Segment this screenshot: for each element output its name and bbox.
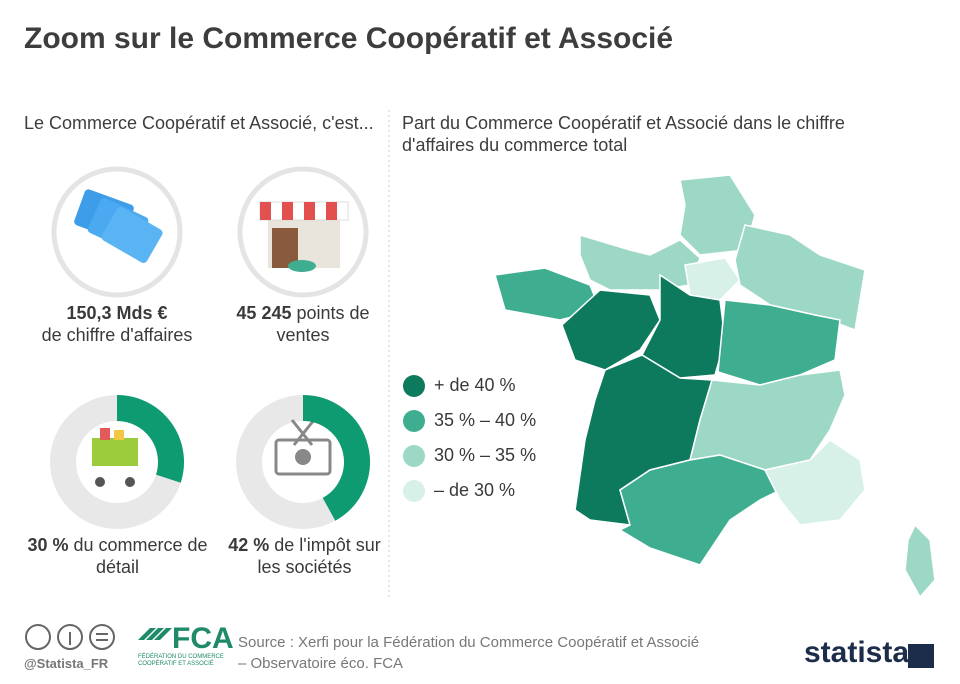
region (904, 523, 936, 599)
shop-icon (259, 201, 349, 272)
region (561, 289, 661, 371)
handle: @Statista_FR (24, 656, 109, 671)
legend-label: – de 30 % (434, 480, 516, 500)
stat-value: 42 % (228, 535, 270, 555)
region (763, 439, 866, 526)
stat: 45 245 points de ventes (228, 302, 378, 346)
title: Zoom sur le Commerce Coopératif et Assoc… (24, 22, 674, 55)
money-icon (74, 189, 163, 263)
stat-caption: de l'impôt sur les sociétés (257, 535, 381, 577)
brand-mark (908, 644, 934, 668)
legend-label: 35 % – 40 % (434, 410, 537, 430)
stat-caption: du commerce de détail (73, 535, 208, 577)
legend-label: + de 40 % (434, 375, 516, 395)
cart-icon (92, 428, 138, 487)
legend-swatch (403, 445, 425, 467)
legend-swatch (403, 480, 425, 502)
stat-caption: points de ventes (276, 303, 370, 345)
map-heading: Part du Commerce Coopératif et Associé d… (402, 113, 845, 155)
legend-swatch (403, 375, 425, 397)
region (688, 369, 846, 471)
region (684, 257, 741, 301)
region (717, 299, 841, 386)
stat-value: 30 % (27, 535, 69, 555)
brand: statista (804, 636, 910, 669)
region (641, 273, 726, 379)
left-heading: Le Commerce Coopératif et Associé, c'est… (24, 113, 374, 133)
stat: 42 % de l'impôt sur les sociétés (222, 534, 387, 578)
fca-sub: FÉDÉRATION DU COMMERCE COOPÉRATIF ET ASS… (138, 654, 224, 667)
legend-label: 30 % – 35 % (434, 445, 537, 465)
tax-icon (274, 419, 332, 476)
stat-value: 150,3 Mds € (66, 303, 168, 323)
region (579, 233, 701, 291)
stat: 30 % du commerce de détail (20, 534, 215, 578)
region (618, 454, 782, 566)
fca-logo: FCA (172, 622, 234, 655)
legend-swatch (403, 410, 425, 432)
fca-mark (138, 628, 172, 640)
france-map (494, 174, 936, 599)
stat-caption: de chiffre d'affaires (41, 325, 193, 345)
stat-value: 45 245 (236, 303, 292, 323)
region (679, 174, 756, 256)
donut-arc (302, 395, 370, 521)
stat: 150,3 Mds € de chiffre d'affaires (12, 302, 222, 346)
license-icons (25, 624, 115, 650)
donut-arc (116, 395, 184, 483)
source: Source : Xerfi pour la Fédération du Com… (238, 634, 700, 672)
